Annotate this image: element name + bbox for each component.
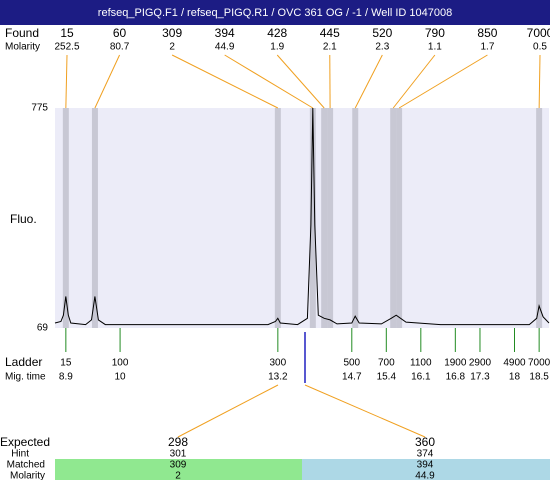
peak-band [309, 108, 316, 328]
matched-size: 394 [417, 460, 434, 471]
peak-band [390, 108, 397, 328]
found-molarity: 2.1 [323, 42, 337, 53]
ladder-time: 15.4 [377, 372, 397, 383]
hint-size: 301 [170, 449, 187, 460]
matched-bar [55, 459, 302, 480]
ladder-time: 16.1 [411, 372, 431, 383]
ladder-label: Ladder [5, 355, 42, 369]
peak-connector [354, 54, 383, 109]
peak-band [321, 108, 328, 328]
ladder-size: 1900 [444, 358, 467, 369]
fluo-label: Fluo. [10, 212, 37, 226]
found-size: 850 [477, 26, 497, 40]
matched-bar [302, 459, 550, 480]
found-label: Found [5, 26, 39, 40]
hint-label: Hint [11, 449, 29, 460]
peak-band [274, 108, 281, 328]
ladder-size: 2900 [469, 358, 492, 369]
found-molarity: 44.9 [215, 42, 235, 53]
peak-connector [398, 54, 488, 109]
peak-connector [171, 54, 279, 109]
ladder-size: 7000 [528, 358, 550, 369]
title: refseq_PIGQ.F1 / refseq_PIGQ.R1 / OVC 36… [98, 7, 452, 19]
peak-band [91, 108, 98, 328]
y-tick-label: 69 [37, 323, 49, 334]
peak-band [396, 108, 403, 328]
trace [54, 107, 550, 326]
ladder-time: 17.3 [470, 372, 490, 383]
found-size: 428 [267, 26, 287, 40]
peak-band [327, 108, 334, 328]
ladder-size: 100 [112, 358, 129, 369]
ladder-time: 8.9 [59, 372, 73, 383]
ladder-size: 500 [343, 358, 360, 369]
found-size: 309 [162, 26, 182, 40]
peak-band [352, 108, 359, 328]
found-size: 394 [215, 26, 235, 40]
hint-size: 374 [417, 449, 434, 460]
expected-size: 298 [168, 435, 188, 449]
peak-connector [94, 54, 121, 109]
found-size: 520 [372, 26, 392, 40]
peak-connector [392, 54, 436, 109]
peak-connector [65, 54, 68, 109]
peak-connector [224, 54, 314, 109]
found-molarity: 80.7 [110, 42, 130, 53]
ladder-time: 18.5 [529, 372, 549, 383]
matched-molarity: 2 [175, 471, 181, 480]
found-molarity: 2.3 [375, 42, 389, 53]
matched-molarity: 44.9 [415, 471, 435, 480]
ladder-time: 10 [115, 372, 127, 383]
ladder-size: 300 [269, 358, 286, 369]
connector [177, 384, 279, 438]
header-bar [0, 0, 550, 25]
connector [304, 384, 426, 438]
ladder-time: 18 [509, 372, 521, 383]
plot-area [55, 108, 549, 328]
ladder-size: 15 [60, 358, 72, 369]
peak-connector [276, 54, 325, 109]
found-molarity: 1.7 [480, 42, 494, 53]
expected-label: Expected [0, 435, 50, 449]
molarity-label: Molarity [5, 42, 40, 53]
expected-size: 360 [415, 435, 435, 449]
found-size: 7000 [527, 26, 550, 40]
matched-label: Matched [7, 460, 45, 471]
peak-connector [538, 54, 541, 109]
ladder-time: 13.2 [268, 372, 288, 383]
ladder-time: 14.7 [342, 372, 362, 383]
y-tick-label: 775 [31, 103, 48, 114]
found-size: 60 [113, 26, 127, 40]
found-size: 445 [320, 26, 340, 40]
ladder-size: 4900 [503, 358, 526, 369]
found-size: 790 [425, 26, 445, 40]
ladder-size: 1100 [410, 358, 432, 369]
found-molarity: 0.5 [533, 42, 547, 53]
ladder-time: 16.8 [446, 372, 466, 383]
matched-size: 309 [170, 460, 187, 471]
mig-time-label: Mig. time [5, 372, 46, 383]
found-molarity: 2 [169, 42, 175, 53]
found-molarity: 1.1 [428, 42, 442, 53]
found-molarity: 252.5 [54, 42, 79, 53]
found-size: 15 [60, 26, 74, 40]
molarity-label: Molarity [10, 471, 45, 480]
peak-band [62, 108, 69, 328]
found-molarity: 1.9 [270, 42, 284, 53]
peak-band [536, 108, 543, 328]
ladder-size: 700 [378, 358, 395, 369]
